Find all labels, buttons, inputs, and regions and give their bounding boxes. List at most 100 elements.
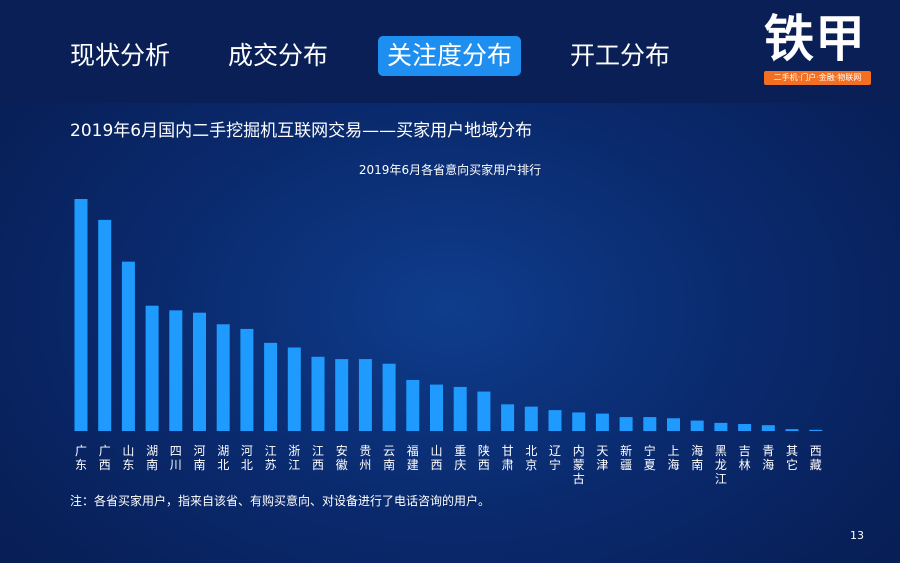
x-tick-label: 京 [525, 458, 537, 472]
bar-31 [809, 429, 823, 431]
bar-25 [667, 418, 680, 431]
page-title: 2019年6月国内二手挖掘机互联网交易——买家用户地域分布 [70, 121, 533, 141]
bar-18 [501, 404, 515, 431]
bar-23 [619, 417, 633, 431]
bar-14 [406, 379, 420, 431]
x-tick-label: 南 [691, 457, 703, 472]
x-tick-label: 江 [715, 472, 727, 486]
bar-9 [287, 347, 301, 431]
x-tick-label: 甘 [502, 444, 514, 458]
x-tick-label: 湖 [217, 443, 229, 458]
x-tick-label: 宁 [644, 443, 656, 458]
header-bar: 现状分析 成交分布 关注度分布 开工分布 铁甲 二手机·门户·金融·物联网 [0, 0, 900, 103]
bar-16 [453, 386, 467, 431]
x-tick-label: 西 [312, 458, 324, 472]
x-tick-label: 江 [288, 458, 300, 472]
x-tick-label: 新 [620, 443, 632, 458]
bar-26 [690, 420, 704, 431]
x-tick-label: 庆 [454, 458, 466, 472]
x-tick-label: 黑 [715, 444, 727, 458]
x-tick-label: 古 [573, 471, 585, 486]
page-number: 13 [850, 529, 864, 542]
x-tick-label: 疆 [620, 458, 632, 472]
x-tick-label: 建 [407, 458, 419, 472]
x-tick-label: 东 [75, 458, 87, 472]
x-tick-label: 津 [596, 458, 608, 472]
x-tick-label: 其 [786, 444, 798, 458]
bar-13 [382, 363, 396, 431]
bar-27 [714, 422, 728, 431]
bar-0 [74, 199, 88, 431]
x-tick-label: 山 [430, 444, 442, 458]
bar-28 [738, 424, 752, 431]
x-tick-label: 山 [122, 444, 134, 458]
x-tick-label: 徽 [336, 457, 348, 472]
bar-2 [121, 261, 135, 431]
x-tick-label: 安 [336, 443, 348, 458]
x-tick-label: 川 [170, 458, 182, 472]
bar-17 [477, 391, 491, 431]
bar-22 [595, 413, 609, 431]
bar-21 [572, 412, 586, 431]
tab-attention-distribution[interactable]: 关注度分布 [378, 36, 522, 76]
x-tick-label: 州 [359, 458, 371, 472]
x-tick-label: 陕 [478, 443, 490, 458]
x-tick-label: 四 [170, 444, 182, 458]
x-tick-label: 重 [454, 444, 466, 458]
brand-tagline: 二手机·门户·金融·物联网 [764, 71, 871, 85]
bar-20 [548, 410, 562, 431]
x-tick-label: 西 [810, 444, 822, 458]
x-tick-label: 天 [596, 444, 608, 458]
tab-status-analysis[interactable]: 现状分析 [70, 41, 171, 70]
x-tick-label: 东 [122, 458, 134, 472]
x-tick-label: 南 [146, 457, 158, 472]
bar-30 [785, 429, 799, 431]
bar-15 [430, 384, 443, 431]
bar-3 [145, 305, 159, 431]
bar-7 [240, 328, 254, 431]
x-tick-label: 江 [312, 444, 324, 458]
bar-1 [98, 219, 112, 431]
footnote: 注：各省买家用户，指来自该省、有购买意向、对设备进行了电话咨询的用户。 [70, 494, 491, 508]
x-tick-label: 它 [786, 457, 798, 472]
bar-8 [264, 342, 278, 431]
x-tick-label: 蒙 [573, 458, 585, 472]
tab-deal-distribution[interactable]: 成交分布 [228, 41, 329, 70]
x-tick-label: 内 [573, 444, 585, 458]
x-tick-label: 广 [99, 444, 111, 458]
x-tick-label: 河 [241, 444, 253, 458]
bar-12 [358, 359, 372, 431]
x-tick-label: 西 [478, 458, 490, 472]
x-tick-label: 海 [667, 457, 679, 472]
bar-29 [761, 425, 775, 431]
x-tick-label: 湖 [146, 443, 158, 458]
x-tick-label: 河 [193, 444, 205, 458]
brand-logo: 铁甲 [764, 10, 866, 68]
x-tick-label: 南 [193, 457, 205, 472]
x-tick-label: 浙 [288, 444, 300, 458]
bar-10 [311, 356, 325, 431]
x-tick-label: 福 [407, 443, 419, 458]
x-tick-label: 云 [383, 444, 395, 458]
x-tick-label: 南 [383, 457, 395, 472]
x-tick-label: 龙 [715, 458, 727, 472]
tab-operation-distribution[interactable]: 开工分布 [570, 41, 671, 70]
x-tick-label: 上 [667, 444, 679, 458]
x-tick-label: 西 [99, 458, 111, 472]
x-tick-label: 海 [762, 457, 774, 472]
x-tick-label: 海 [691, 443, 703, 458]
x-tick-label: 藏 [810, 458, 822, 472]
x-tick-label: 夏 [644, 458, 656, 472]
x-tick-label: 广 [75, 444, 87, 458]
bar-chart: 2019年6月各省意向买家用户排行 广东广西山东湖南四川河南湖北河北江苏浙江江西… [74, 162, 823, 486]
x-tick-label: 北 [525, 444, 537, 458]
x-tick-label: 苏 [265, 458, 277, 472]
chart-title: 2019年6月各省意向买家用户排行 [359, 162, 541, 177]
x-tick-label: 青 [762, 444, 774, 458]
x-tick-label: 宁 [549, 457, 561, 472]
bar-11 [335, 359, 349, 431]
x-tick-label: 贵 [359, 444, 371, 458]
x-tick-label: 西 [430, 458, 442, 472]
x-tick-label: 吉 [739, 444, 751, 458]
bar-24 [643, 417, 657, 431]
